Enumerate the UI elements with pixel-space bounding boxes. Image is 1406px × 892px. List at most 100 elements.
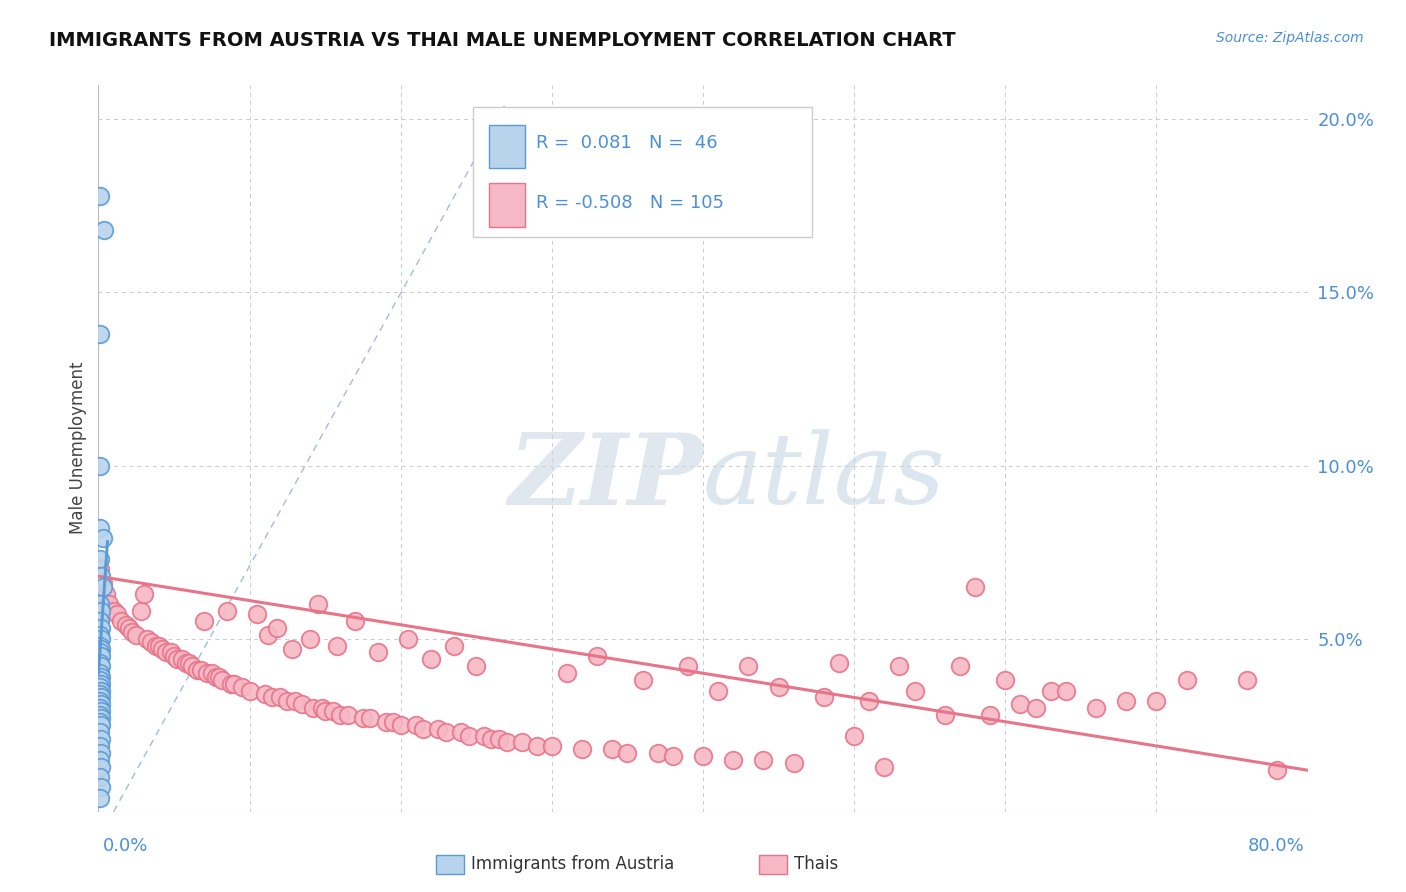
Point [526, 739, 548, 753]
Point [90, 683, 112, 698]
Point [1010, 698, 1032, 712]
Point [89, 639, 111, 653]
Point [396, 632, 419, 646]
Point [145, 639, 167, 653]
Point [141, 635, 163, 649]
Point [602, 742, 624, 756]
Point [135, 632, 157, 646]
FancyBboxPatch shape [489, 183, 526, 227]
Point [121, 624, 143, 639]
Point [91, 576, 114, 591]
Point [676, 659, 699, 673]
FancyBboxPatch shape [489, 125, 526, 169]
Point [1024, 701, 1046, 715]
Point [510, 735, 533, 749]
Point [434, 725, 457, 739]
Point [412, 722, 434, 736]
Point [616, 746, 638, 760]
Point [450, 725, 472, 739]
Point [465, 659, 488, 673]
Point [457, 729, 479, 743]
Point [105, 607, 128, 622]
Point [89, 694, 111, 708]
Point [269, 690, 291, 705]
Text: IMMIGRANTS FROM AUSTRIA VS THAI MALE UNEMPLOYMENT CORRELATION CHART: IMMIGRANTS FROM AUSTRIA VS THAI MALE UNE… [49, 31, 956, 50]
Point [150, 642, 173, 657]
Text: Thais: Thais [794, 855, 838, 873]
Point [89, 615, 111, 629]
Point [91, 580, 114, 594]
Point [179, 656, 201, 670]
Point [90, 569, 112, 583]
Point [344, 615, 367, 629]
Point [873, 760, 896, 774]
Point [1054, 683, 1077, 698]
Point [307, 597, 329, 611]
Text: R =  0.081   N =  46: R = 0.081 N = 46 [536, 134, 717, 152]
Point [98, 597, 121, 611]
Point [661, 749, 683, 764]
Point [221, 676, 243, 690]
Point [89, 753, 111, 767]
Point [160, 645, 183, 659]
Point [90, 711, 112, 725]
Point [994, 673, 1017, 688]
Point [239, 683, 262, 698]
Point [311, 701, 333, 715]
Point [336, 707, 359, 722]
Point [94, 587, 117, 601]
Point [90, 690, 112, 705]
Point [374, 714, 396, 729]
Point [352, 711, 374, 725]
Point [155, 645, 177, 659]
Point [1236, 673, 1258, 688]
Point [631, 673, 654, 688]
Point [90, 648, 112, 663]
Point [89, 707, 111, 722]
Point [211, 673, 233, 688]
Point [89, 628, 111, 642]
Point [281, 642, 304, 657]
Point [326, 639, 349, 653]
Point [314, 704, 336, 718]
Point [224, 676, 246, 690]
Point [291, 698, 314, 712]
Point [89, 790, 111, 805]
Point [190, 663, 212, 677]
Point [193, 615, 215, 629]
Point [90, 604, 112, 618]
Point [89, 714, 111, 729]
Text: ZIP: ZIP [508, 429, 703, 525]
Point [125, 628, 148, 642]
Point [1115, 694, 1137, 708]
Point [302, 701, 325, 715]
Point [389, 718, 412, 732]
Point [979, 707, 1001, 722]
Point [707, 683, 730, 698]
Text: 80.0%: 80.0% [1249, 837, 1305, 855]
Point [89, 326, 111, 341]
Point [737, 659, 759, 673]
Point [89, 521, 111, 535]
Point [246, 607, 269, 622]
Point [93, 223, 115, 237]
Point [284, 694, 307, 708]
Point [420, 652, 443, 666]
Point [844, 729, 866, 743]
Point [405, 718, 427, 732]
Point [174, 656, 197, 670]
Point [90, 632, 112, 646]
Point [89, 725, 111, 739]
Point [215, 604, 238, 618]
Point [89, 673, 111, 688]
Point [90, 746, 112, 760]
Point [299, 632, 322, 646]
Text: Source: ZipAtlas.com: Source: ZipAtlas.com [1216, 31, 1364, 45]
Point [90, 760, 112, 774]
Point [752, 753, 775, 767]
Point [89, 739, 111, 753]
Point [89, 552, 111, 566]
Point [382, 714, 405, 729]
Point [89, 458, 111, 473]
Point [443, 639, 465, 653]
